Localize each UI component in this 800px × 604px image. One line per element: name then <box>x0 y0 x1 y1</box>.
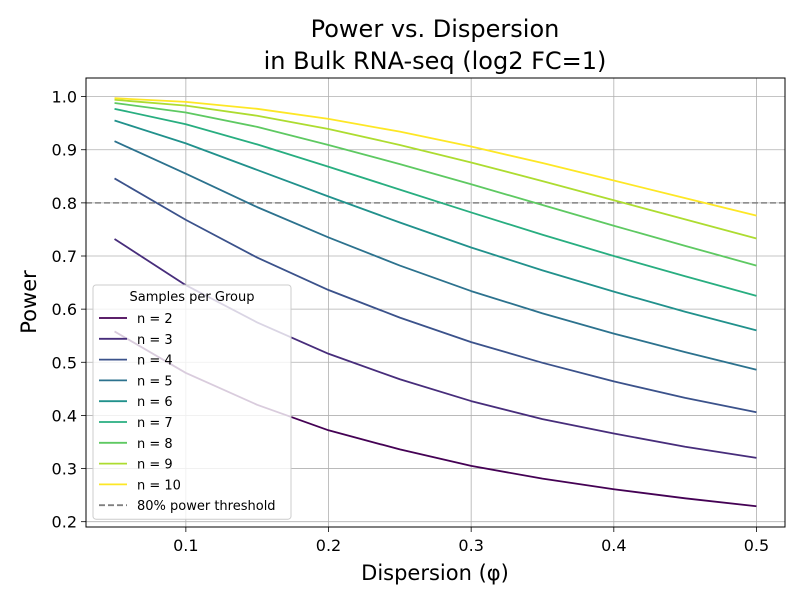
y-tick-label: 0.6 <box>52 300 77 319</box>
y-tick-label: 0.5 <box>52 353 77 372</box>
y-tick-label: 0.4 <box>52 406 77 425</box>
series-line-5 <box>114 119 757 332</box>
series-lines <box>114 97 757 508</box>
legend-label: n = 3 <box>137 333 173 348</box>
series-line-4 <box>114 140 757 371</box>
series-line-6 <box>114 107 757 297</box>
chart-title-line-2: in Bulk RNA-seq (log2 FC=1) <box>264 47 607 75</box>
grid-lines <box>86 78 785 527</box>
x-tick-label: 0.1 <box>173 536 198 555</box>
legend-label: 80% power threshold <box>137 499 276 514</box>
legend-label: n = 5 <box>137 374 173 389</box>
y-tick-label: 1.0 <box>52 88 77 107</box>
series-line-3 <box>114 177 757 414</box>
x-axis-label: Dispersion (φ) <box>361 561 509 585</box>
y-tick-label: 0.2 <box>52 513 77 532</box>
series-line-9 <box>114 97 757 217</box>
x-tick-label: 0.5 <box>744 536 769 555</box>
legend-label: n = 6 <box>137 395 173 410</box>
legend-label: n = 2 <box>137 312 173 327</box>
chart-title-line-1: Power vs. Dispersion <box>311 15 560 43</box>
y-tick-label: 0.8 <box>52 194 77 213</box>
legend-label: n = 10 <box>137 478 181 493</box>
x-tick-label: 0.2 <box>316 536 341 555</box>
legend-box <box>92 284 292 520</box>
series-line-7 <box>114 102 757 267</box>
legend-label: n = 8 <box>137 437 173 452</box>
y-tick-label: 0.7 <box>52 247 77 266</box>
legend-label: n = 9 <box>137 458 173 473</box>
y-tick-label: 0.3 <box>52 460 77 479</box>
plot-frame <box>85 77 786 528</box>
axes: 0.1 0.2 0.3 0.4 0.5 0.2 0.3 0.4 0.5 0.6 0.7 0.8 0.9 1… <box>52 77 786 555</box>
x-tick-label: 0.4 <box>601 536 626 555</box>
legend: Samples per Group n = 2 n = 3 n = 4 n = 5 n =… <box>92 284 292 520</box>
y-axis-label: Power <box>17 270 41 334</box>
legend-title: Samples per Group <box>130 290 255 305</box>
y-tick-label: 0.9 <box>52 141 77 160</box>
legend-label: n = 7 <box>137 416 173 431</box>
legend-label: n = 4 <box>137 354 173 369</box>
series-line-8 <box>114 98 757 240</box>
x-tick-label: 0.3 <box>458 536 483 555</box>
